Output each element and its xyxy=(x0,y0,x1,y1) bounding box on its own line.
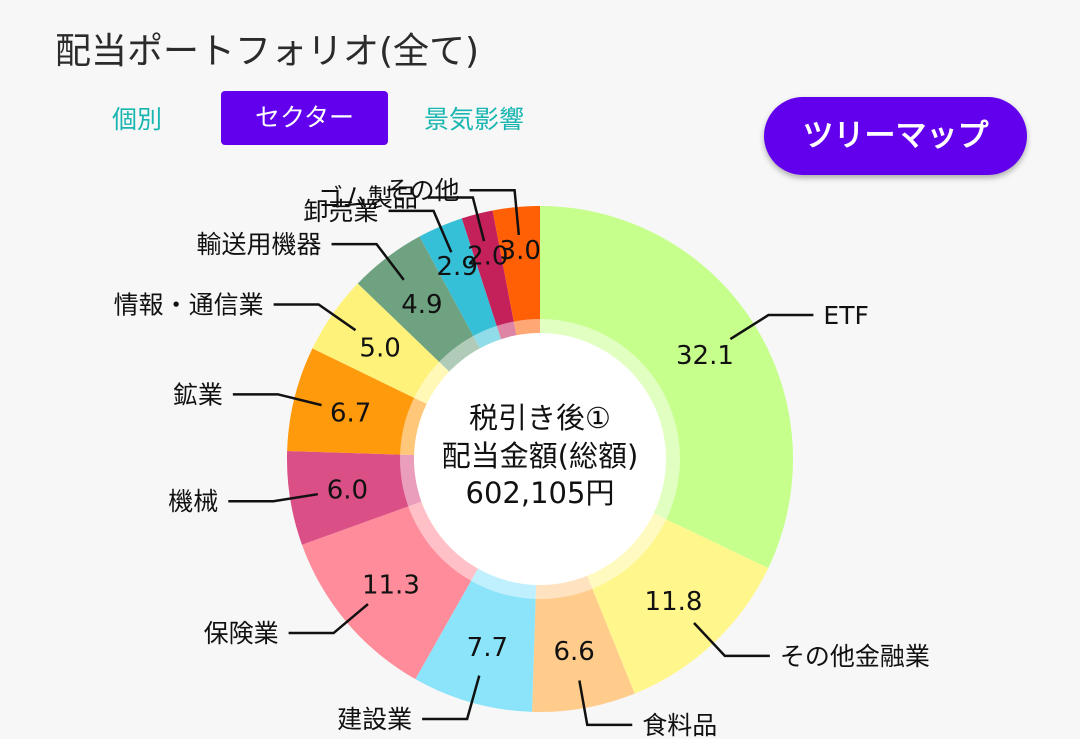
treemap-button[interactable]: ツリーマップ xyxy=(764,97,1027,175)
center-subtitle: 配当金額(総額) xyxy=(442,439,639,473)
slice-5[interactable] xyxy=(287,451,428,545)
category-label-11: その他 xyxy=(385,176,460,205)
leader-line-4 xyxy=(288,603,369,635)
leader-line-2 xyxy=(578,680,633,727)
category-label-2: 食料品 xyxy=(642,711,717,739)
category-label-9: 卸売業 xyxy=(304,197,379,226)
value-label-2: 6.6 xyxy=(553,637,594,667)
leader-lines-layer xyxy=(228,188,814,727)
category-label-8: 輸送用機器 xyxy=(197,230,322,259)
category-label-3: 建設業 xyxy=(337,705,412,734)
value-label-1: 11.8 xyxy=(645,587,703,617)
category-label-6: 鉱業 xyxy=(173,380,223,409)
leader-line-8 xyxy=(331,242,405,281)
category-label-10: ゴム製品 xyxy=(318,183,418,212)
tab-sector[interactable]: セクター xyxy=(221,91,388,145)
leader-line-9 xyxy=(388,209,453,253)
category-label-7: 情報・通信業 xyxy=(114,290,264,319)
value-label-3: 7.7 xyxy=(467,633,508,663)
category-label-1: その他金融業 xyxy=(780,642,930,671)
slice-7[interactable] xyxy=(312,283,454,407)
tab-individual[interactable]: 個別 xyxy=(111,105,162,134)
slice-8[interactable] xyxy=(357,236,483,376)
leader-line-10 xyxy=(427,196,486,242)
value-labels-layer: 32.1 11.8 6.6 7.7 11.3 6.0 6.7 5.04.9 2.92.03.0 xyxy=(327,236,734,667)
slice-11[interactable] xyxy=(492,206,540,342)
slice-9[interactable] xyxy=(419,218,503,354)
leader-line-0 xyxy=(729,313,814,341)
center-total: 602,105円 xyxy=(466,476,615,510)
value-label-5: 6.0 xyxy=(327,476,368,506)
slice-0[interactable] xyxy=(540,206,793,569)
slice-1[interactable] xyxy=(584,510,769,694)
page-title: 配当ポートフォリオ(全て) xyxy=(55,31,480,72)
leader-line-3 xyxy=(422,675,481,721)
leader-line-5 xyxy=(228,492,318,503)
value-label-0: 32.1 xyxy=(676,341,734,371)
value-label-11: 3.0 xyxy=(500,236,541,266)
slice-4[interactable] xyxy=(301,499,481,680)
leader-line-6 xyxy=(232,393,322,407)
slices-layer xyxy=(287,206,793,712)
category-label-0: ETF xyxy=(823,301,868,330)
category-label-5: 機械 xyxy=(168,487,218,516)
inner-hole xyxy=(414,333,666,585)
slice-6[interactable] xyxy=(287,348,433,456)
slice-3[interactable] xyxy=(415,563,537,712)
leader-line-7 xyxy=(273,303,357,332)
value-label-7: 5.0 xyxy=(359,333,400,363)
value-label-10: 2.0 xyxy=(467,242,508,272)
value-label-9: 2.9 xyxy=(437,252,478,282)
slice-10[interactable] xyxy=(461,210,518,345)
value-label-6: 6.7 xyxy=(330,398,371,428)
center-title: 税引き後① xyxy=(469,401,611,435)
slice-2[interactable] xyxy=(532,570,635,712)
tab-economic-impact[interactable]: 景気影響 xyxy=(423,105,524,134)
leader-line-11 xyxy=(469,188,521,236)
category-label-4: 保険業 xyxy=(204,619,279,648)
value-label-8: 4.9 xyxy=(401,290,442,320)
value-label-4: 11.3 xyxy=(362,571,420,601)
leader-line-1 xyxy=(693,622,770,658)
